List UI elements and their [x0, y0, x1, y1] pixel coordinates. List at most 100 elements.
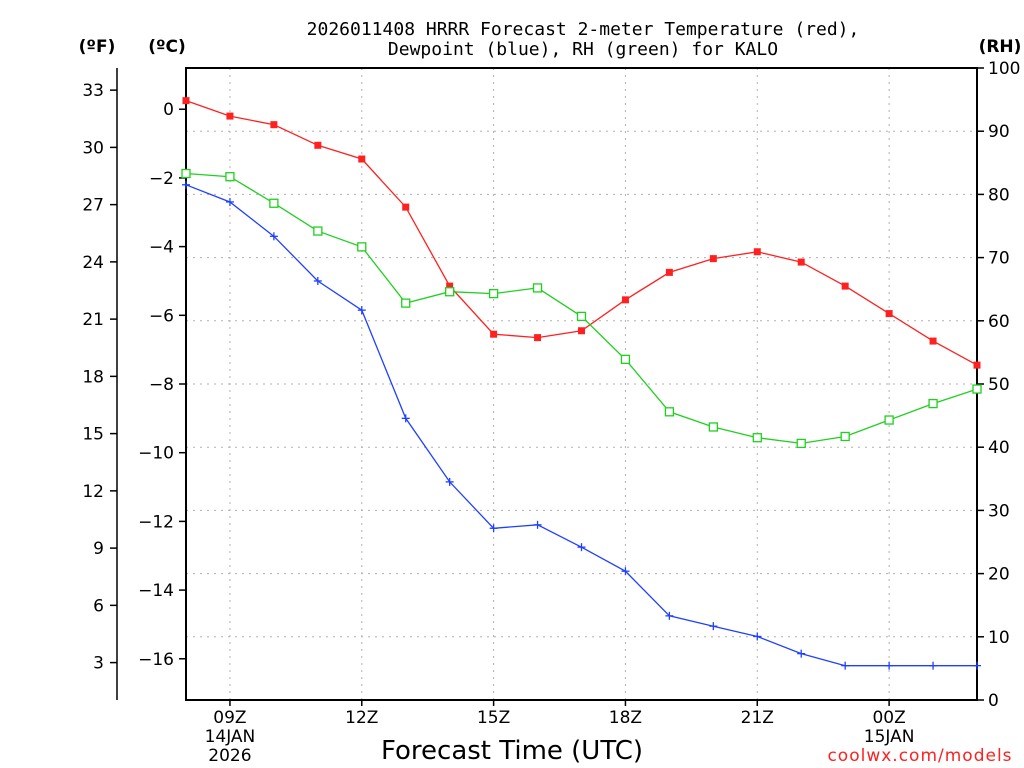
rh-point-12 — [357, 242, 367, 252]
rh-point-9 — [225, 172, 235, 182]
dewpoint-point-9 — [225, 197, 234, 206]
rh-point-18 — [620, 354, 631, 365]
temperature-line — [185, 99, 978, 366]
fahrenheit-tick-label-15: 15 — [82, 425, 104, 445]
celsius-axis-label: (ºC) — [148, 37, 186, 57]
rh-point-25 — [928, 398, 938, 409]
fahrenheit-tick-label-12: 12 — [82, 482, 104, 502]
dewpoint-point-14 — [445, 477, 454, 486]
celsius-tick-label--8: −8 — [149, 375, 174, 395]
dewpoint-point-15 — [489, 524, 498, 533]
x-tick-label-21Z: 21Z — [741, 708, 774, 728]
celsius-tick-label--14: −14 — [138, 581, 174, 601]
temperature-point-22 — [797, 258, 805, 266]
rh-point-26 — [972, 384, 982, 394]
rh-point-20 — [708, 422, 718, 432]
celsius-tick-label--12: −12 — [138, 512, 174, 532]
fahrenheit-tick-label-27: 27 — [82, 196, 104, 216]
x-tick-label-18Z: 18Z — [609, 708, 642, 728]
rh-tick-label-0: 0 — [988, 691, 999, 711]
dewpoint-point-12 — [357, 306, 366, 315]
celsius-tick-label--6: −6 — [149, 306, 174, 326]
celsius-tick-label--16: −16 — [138, 650, 174, 670]
rh-point-8 — [181, 168, 191, 179]
dewpoint-point-21 — [753, 632, 762, 641]
rh-point-19 — [664, 407, 675, 417]
dewpoint-point-10 — [269, 232, 278, 241]
fahrenheit-tick-label-18: 18 — [82, 367, 104, 387]
fahrenheit-tick-label-3: 3 — [93, 654, 104, 674]
rh-tick-label-80: 80 — [988, 185, 1010, 205]
dewpoint-point-8 — [182, 180, 190, 189]
temperature-point-19 — [665, 268, 673, 276]
rh-line — [185, 172, 978, 445]
temperature-point-25 — [929, 337, 937, 345]
temperature-point-17 — [578, 327, 585, 335]
rh-tick-label-30: 30 — [988, 501, 1010, 521]
dewpoint-point-11 — [313, 276, 322, 285]
temperature-point-21 — [753, 248, 761, 256]
rh-tick-label-20: 20 — [988, 565, 1010, 585]
grid-lines — [186, 68, 977, 700]
dewpoint-point-17 — [577, 543, 586, 552]
dewpoint-point-22 — [797, 649, 806, 658]
temperature-point-8 — [182, 97, 190, 105]
dewpoint-point-16 — [533, 520, 542, 529]
temperature-point-16 — [534, 334, 542, 342]
temperature-point-9 — [226, 112, 234, 120]
x-tick-label-00Z: 00Z — [872, 708, 905, 728]
fahrenheit-tick-label-9: 9 — [93, 539, 104, 559]
dewpoint-point-24 — [885, 661, 894, 670]
rh-tick-label-50: 50 — [988, 375, 1010, 395]
rh-point-23 — [840, 431, 850, 442]
chart-title-line2: Dewpoint (blue), RH (green) for KALO — [388, 39, 778, 60]
rh-point-21 — [752, 433, 762, 443]
x-axis-title: Forecast Time (UTC) — [381, 736, 643, 766]
x-tick-label-12Z: 12Z — [345, 708, 378, 728]
dewpoint-point-26 — [973, 661, 981, 670]
rh-point-16 — [532, 283, 543, 293]
temperature-point-18 — [621, 296, 629, 304]
dewpoint-point-19 — [665, 611, 674, 620]
series-lines — [181, 97, 982, 670]
fahrenheit-axis-label: (ºF) — [79, 37, 116, 57]
rh-tick-label-90: 90 — [988, 122, 1010, 142]
rh-point-22 — [796, 438, 806, 449]
fahrenheit-tick-label-6: 6 — [93, 596, 104, 616]
dewpoint-point-20 — [709, 622, 718, 631]
rh-tick-label-40: 40 — [988, 438, 1010, 458]
x-tick-date-00Z: 15JAN — [864, 727, 915, 747]
axes — [110, 67, 984, 706]
dewpoint-point-25 — [929, 661, 938, 670]
temperature-point-14 — [446, 282, 454, 290]
temperature-point-13 — [402, 203, 410, 211]
rh-point-13 — [401, 298, 411, 308]
dewpoint-point-13 — [401, 414, 410, 423]
celsius-tick-label--2: −2 — [149, 169, 174, 189]
temperature-point-24 — [885, 310, 893, 318]
rh-tick-label-10: 10 — [988, 628, 1010, 648]
rh-point-10 — [269, 198, 279, 208]
rh-point-11 — [313, 226, 323, 236]
x-tick-date-09Z: 14JAN — [205, 727, 256, 747]
celsius-tick-label-0: 0 — [163, 100, 174, 120]
rh-point-15 — [488, 288, 499, 299]
x-tick-label-09Z: 09Z — [213, 708, 246, 728]
temperature-point-10 — [270, 121, 278, 129]
dewpoint-line — [185, 184, 977, 667]
temperature-point-26 — [973, 361, 981, 369]
x-tick-label-15Z: 15Z — [477, 708, 510, 728]
rh-tick-label-100: 100 — [988, 59, 1020, 79]
fahrenheit-tick-label-24: 24 — [82, 253, 104, 273]
fahrenheit-tick-label-21: 21 — [82, 310, 104, 330]
fahrenheit-tick-label-33: 33 — [82, 81, 104, 101]
rh-tick-label-70: 70 — [988, 249, 1010, 269]
rh-point-17 — [576, 311, 587, 322]
plot-frame — [185, 67, 978, 701]
temperature-point-11 — [314, 141, 322, 149]
temperature-point-20 — [709, 255, 717, 263]
rh-axis-label: (RH) — [979, 37, 1022, 57]
rh-tick-label-60: 60 — [988, 312, 1010, 332]
temperature-point-15 — [490, 330, 498, 338]
